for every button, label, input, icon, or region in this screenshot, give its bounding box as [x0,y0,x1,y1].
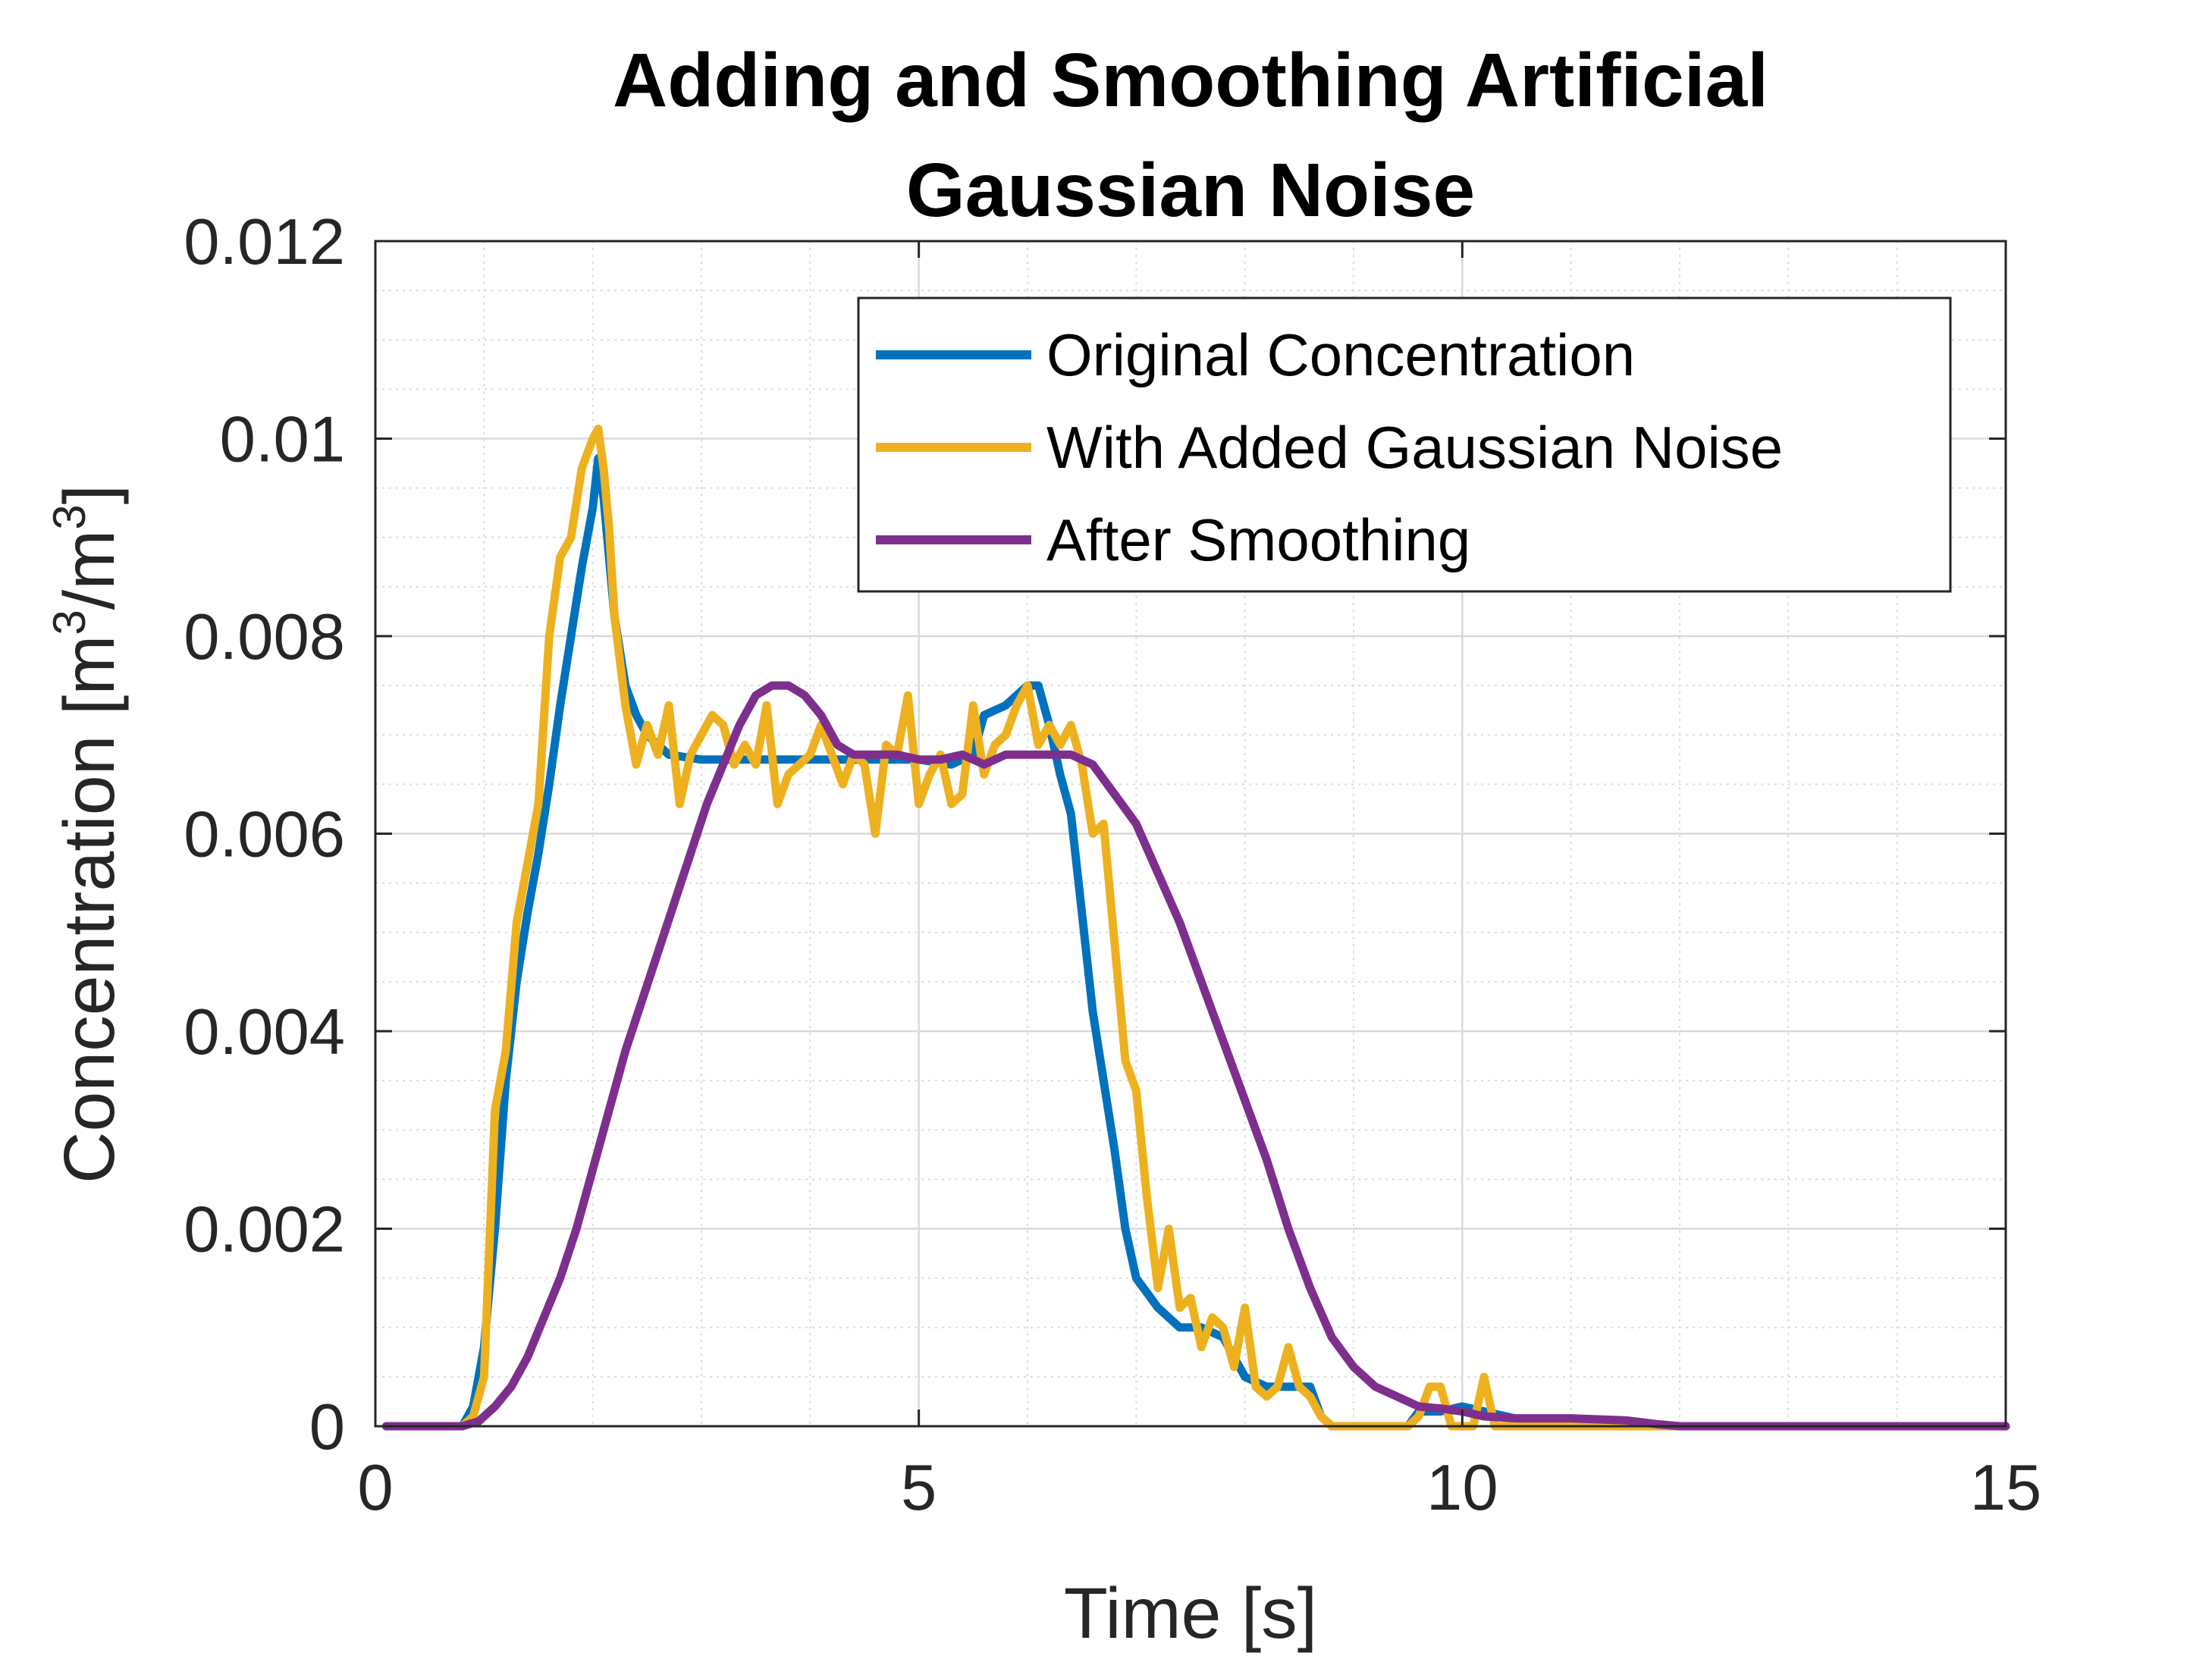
y-tick-label: 0.006 [184,799,345,871]
y-axis-label: Concentration [m3/m3] [44,485,130,1184]
tick-labels: 0 5 10 15 0 0.002 0.004 0.006 0.008 0.01 0.012 [184,206,2041,1524]
y-tick-label: 0.002 [184,1194,345,1266]
legend-label-after-smoothing: After Smoothing [1046,506,1470,573]
x-tick-label: 10 [1426,1452,1498,1524]
legend: Original Concentration With Added Gaussi… [857,296,1952,593]
series-line-with-added-gaussian-noise [381,425,2010,1431]
y-axis-label-prefix: Concentration [m [49,635,130,1184]
legend-box [857,296,1952,593]
legend-label-with-added-gaussian-noise: With Added Gaussian Noise [1046,414,1783,481]
x-axis-label: Time [s] [1064,1573,1317,1654]
y-tick-label: 0.004 [184,996,345,1068]
y-tick-label: 0.012 [184,206,345,278]
x-tick-label: 0 [357,1452,393,1524]
y-tick-label: 0 [309,1391,345,1463]
chart-title-line-1: Adding and Smoothing Artificial [613,38,1768,123]
x-tick-label: 15 [1970,1452,2042,1524]
x-tick-label: 5 [901,1452,937,1524]
series-layer [381,425,2010,1431]
chart-title-line-2: Gaussian Noise [906,148,1475,233]
y-axis-label-middle: /m [49,530,130,610]
series-line-after-smoothing [381,681,2010,1431]
y-axis-label-suffix: ] [49,485,130,504]
y-tick-label: 0.008 [184,601,345,673]
axes-layer [374,240,2007,1428]
y-tick-label: 0.01 [220,404,345,476]
y-axis-label-superscript-2: 3 [44,504,95,529]
y-axis-label-superscript-1: 3 [44,610,95,635]
legend-label-original-concentration: Original Concentration [1046,321,1635,388]
